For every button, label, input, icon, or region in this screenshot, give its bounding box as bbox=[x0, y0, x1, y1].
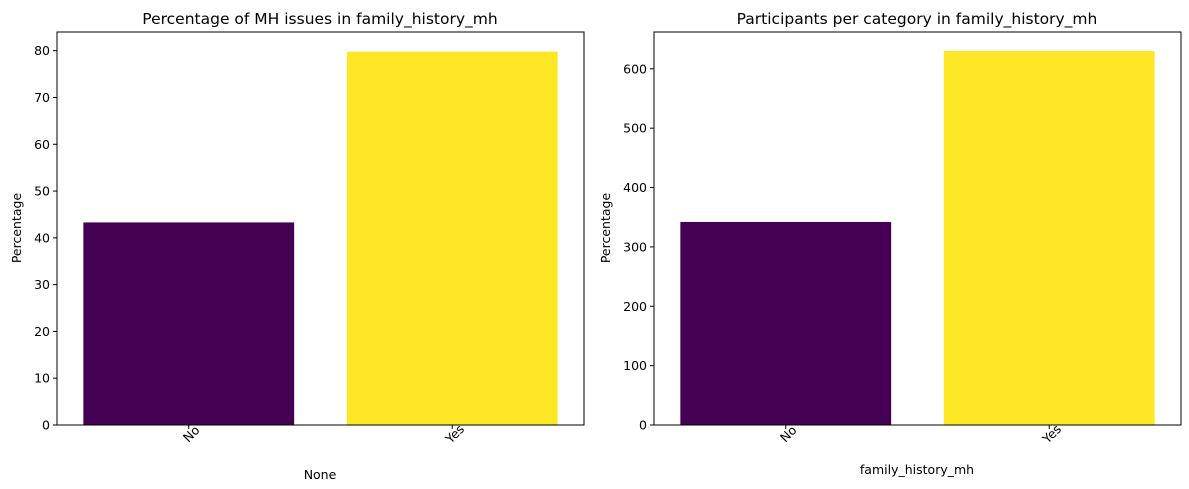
right-chart-x-tick-label: No bbox=[777, 423, 800, 446]
left-chart-y-tick-label: 30 bbox=[34, 277, 50, 292]
left-chart-y-tick-label: 50 bbox=[34, 184, 50, 199]
right-chart-y-axis-label: Percentage bbox=[598, 193, 613, 264]
left-chart-bar-yes bbox=[346, 51, 558, 426]
left-chart-y-tick-label: 20 bbox=[34, 324, 50, 339]
left-chart-x-tick-label: No bbox=[180, 423, 203, 446]
right-chart-y-tick-label: 300 bbox=[623, 239, 647, 254]
left-chart-y-tick-label: 70 bbox=[34, 90, 50, 105]
left-chart-y-axis-label: Percentage bbox=[9, 193, 24, 264]
right-chart-bar-no bbox=[680, 221, 892, 425]
left-chart-y-tick-label: 60 bbox=[34, 137, 50, 152]
right-chart-bars bbox=[680, 51, 1155, 425]
right-chart-y-tick-label: 400 bbox=[623, 180, 647, 195]
left-chart-bar-no bbox=[83, 222, 295, 425]
right-chart-y-tick-label: 600 bbox=[623, 61, 647, 76]
right-chart-y-tick-label: 200 bbox=[623, 299, 647, 314]
right-chart-bar-yes bbox=[943, 51, 1155, 425]
right-chart-x-axis-label: family_history_mh bbox=[860, 462, 974, 477]
left-chart-y-ticks: 0 10 20 30 40 50 60 70 80 bbox=[34, 43, 57, 433]
left-chart-y-tick-label: 10 bbox=[34, 371, 50, 386]
right-chart-axes-frame bbox=[653, 31, 1182, 426]
left-chart-title: Percentage of MH issues in family_histor… bbox=[142, 10, 497, 29]
right-chart-panel: Participants per category in family_hist… bbox=[598, 10, 1182, 477]
right-chart-y-tick-label: 0 bbox=[639, 418, 647, 433]
left-chart-x-axis-label: None bbox=[304, 467, 337, 482]
left-chart-y-tick-label: 80 bbox=[34, 43, 50, 58]
right-chart-y-ticks: 0 100 200 300 400 500 600 bbox=[623, 61, 654, 433]
left-chart-axes-frame bbox=[56, 31, 585, 426]
left-chart-y-tick-label: 0 bbox=[42, 418, 50, 433]
left-chart-y-tick-label: 40 bbox=[34, 230, 50, 245]
left-chart-bars bbox=[83, 51, 558, 426]
right-chart-y-tick-label: 100 bbox=[623, 358, 647, 373]
left-chart-panel: Percentage of MH issues in family_histor… bbox=[9, 10, 585, 482]
right-chart-title: Participants per category in family_hist… bbox=[737, 10, 1098, 29]
right-chart-y-tick-label: 500 bbox=[623, 121, 647, 136]
